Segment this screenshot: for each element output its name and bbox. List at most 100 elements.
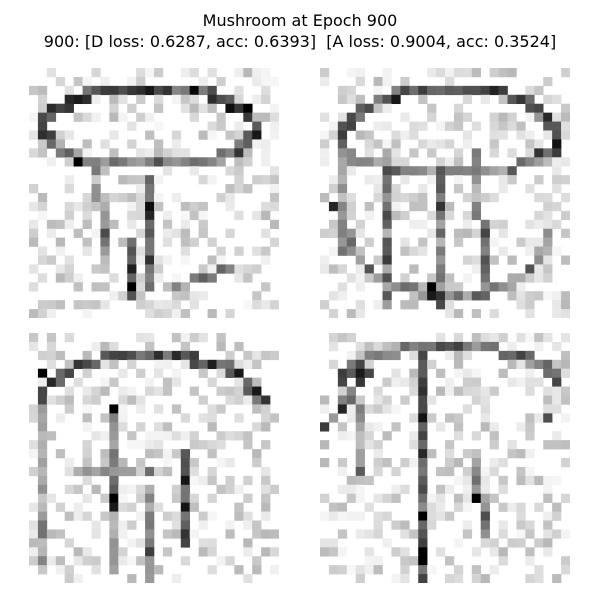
image-pixel bbox=[382, 341, 392, 352]
image-pixel bbox=[453, 422, 464, 432]
image-pixel bbox=[46, 493, 57, 503]
image-pixel bbox=[418, 184, 428, 194]
image-pixel bbox=[400, 273, 410, 283]
image-pixel bbox=[561, 458, 570, 468]
image-pixel bbox=[355, 264, 365, 274]
image-pixel bbox=[145, 210, 155, 221]
image-pixel bbox=[543, 386, 553, 396]
image-pixel bbox=[400, 166, 410, 176]
image-pixel bbox=[355, 484, 365, 495]
image-pixel bbox=[525, 94, 535, 105]
image-pixel bbox=[154, 368, 164, 378]
image-pixel bbox=[561, 255, 570, 265]
image-pixel bbox=[82, 413, 92, 423]
image-pixel bbox=[136, 273, 146, 283]
image-pixel bbox=[180, 413, 191, 423]
image-pixel bbox=[171, 377, 182, 387]
image-pixel bbox=[243, 440, 253, 450]
image-pixel bbox=[373, 556, 383, 566]
image-pixel bbox=[82, 193, 92, 203]
image-pixel bbox=[525, 184, 535, 194]
image-pixel bbox=[82, 210, 92, 221]
image-pixel bbox=[489, 493, 499, 503]
image-pixel bbox=[180, 157, 191, 167]
image-pixel bbox=[207, 377, 217, 387]
image-pixel bbox=[261, 246, 271, 256]
image-pixel bbox=[445, 341, 455, 352]
image-pixel bbox=[154, 273, 164, 283]
image-pixel bbox=[171, 193, 182, 203]
image-pixel bbox=[64, 333, 74, 343]
image-pixel bbox=[171, 148, 182, 158]
image-pixel bbox=[145, 85, 155, 96]
image-pixel bbox=[489, 466, 499, 477]
image-pixel bbox=[489, 237, 499, 247]
image-pixel bbox=[382, 282, 392, 292]
image-pixel bbox=[471, 210, 482, 221]
image-pixel bbox=[252, 404, 262, 414]
image-pixel bbox=[252, 350, 262, 361]
image-pixel bbox=[400, 341, 410, 352]
image-pixel bbox=[543, 112, 553, 122]
image-pixel bbox=[346, 368, 357, 378]
image-pixel bbox=[64, 484, 74, 495]
image-pixel bbox=[73, 228, 83, 238]
image-pixel bbox=[180, 475, 191, 486]
image-pixel bbox=[382, 458, 392, 468]
image-pixel bbox=[391, 493, 401, 503]
image-pixel bbox=[409, 282, 419, 292]
image-pixel bbox=[382, 237, 392, 247]
image-pixel bbox=[216, 157, 226, 167]
image-pixel bbox=[234, 359, 244, 370]
image-pixel bbox=[55, 449, 66, 459]
image-pixel bbox=[462, 484, 473, 495]
image-pixel bbox=[46, 529, 57, 539]
image-pixel bbox=[270, 565, 279, 575]
image-pixel bbox=[252, 121, 262, 131]
image-pixel bbox=[29, 547, 39, 557]
image-pixel bbox=[462, 502, 473, 512]
image-pixel bbox=[561, 493, 570, 503]
image-pixel bbox=[127, 103, 137, 113]
image-pixel bbox=[73, 484, 83, 495]
image-pixel bbox=[409, 130, 419, 140]
image-pixel bbox=[561, 157, 570, 167]
image-pixel bbox=[552, 475, 562, 486]
image-pixel bbox=[355, 377, 365, 387]
image-pixel bbox=[234, 210, 244, 221]
image-pixel bbox=[552, 404, 562, 414]
image-pixel bbox=[37, 449, 48, 459]
image-pixel bbox=[436, 502, 446, 512]
image-pixel bbox=[91, 157, 101, 167]
image-pixel bbox=[498, 246, 508, 256]
image-pixel bbox=[337, 484, 348, 495]
image-pixel bbox=[109, 529, 119, 539]
image-pixel bbox=[145, 341, 155, 352]
image-pixel bbox=[234, 85, 244, 96]
image-pixel bbox=[328, 130, 339, 140]
image-pixel bbox=[46, 350, 57, 361]
image-pixel bbox=[337, 458, 348, 468]
image-pixel bbox=[552, 291, 562, 301]
image-pixel bbox=[55, 502, 66, 512]
image-pixel bbox=[489, 219, 499, 230]
image-pixel bbox=[252, 386, 262, 396]
image-pixel bbox=[127, 139, 137, 149]
image-pixel bbox=[373, 529, 383, 539]
image-pixel bbox=[346, 431, 357, 441]
image-pixel bbox=[552, 431, 562, 441]
image-pixel bbox=[382, 166, 392, 176]
image-pixel bbox=[462, 130, 473, 140]
image-pixel bbox=[453, 121, 464, 131]
image-pixel bbox=[320, 547, 330, 557]
image-pixel bbox=[207, 404, 217, 414]
image-pixel bbox=[64, 255, 74, 265]
image-pixel bbox=[127, 291, 137, 301]
image-pixel bbox=[118, 350, 128, 361]
image-pixel bbox=[145, 538, 155, 548]
image-pixel bbox=[418, 422, 428, 432]
image-pixel bbox=[243, 139, 253, 149]
image-pixel bbox=[225, 395, 235, 405]
image-pixel bbox=[109, 440, 119, 450]
image-pixel bbox=[427, 413, 437, 423]
